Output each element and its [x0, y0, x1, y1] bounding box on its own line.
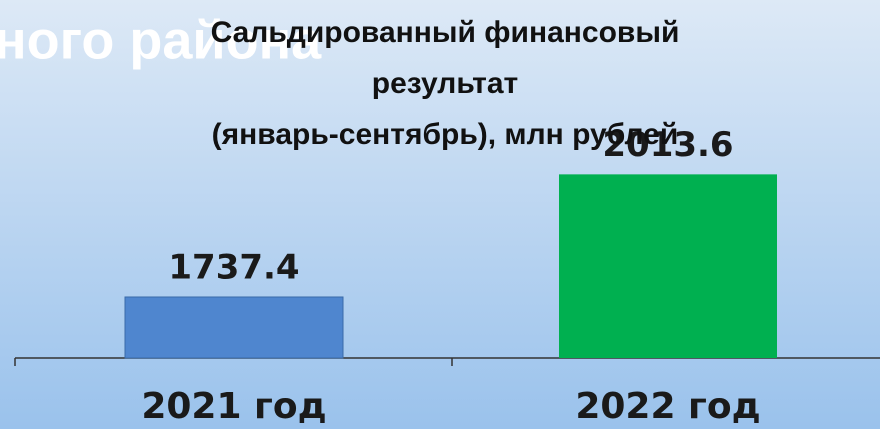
- x-tick-label: 2022 год: [575, 386, 760, 427]
- chart-title: Сальдированный финансовый результат (янв…: [211, 16, 680, 151]
- overlay-text: ного района: [0, 10, 322, 70]
- title-line: (январь-сентябрь), млн рублей: [212, 118, 679, 151]
- x-tick-label: 2021 год: [141, 386, 326, 427]
- title-line: результат: [372, 67, 518, 100]
- bar: [559, 174, 777, 358]
- plot: 1737.4 2021 год 2013.6 2022 год: [14, 125, 880, 427]
- bar: [124, 296, 344, 359]
- title-line: Сальдированный финансовый: [211, 16, 680, 49]
- value-label: 1737.4: [168, 247, 299, 287]
- value-label: 2013.6: [602, 125, 733, 165]
